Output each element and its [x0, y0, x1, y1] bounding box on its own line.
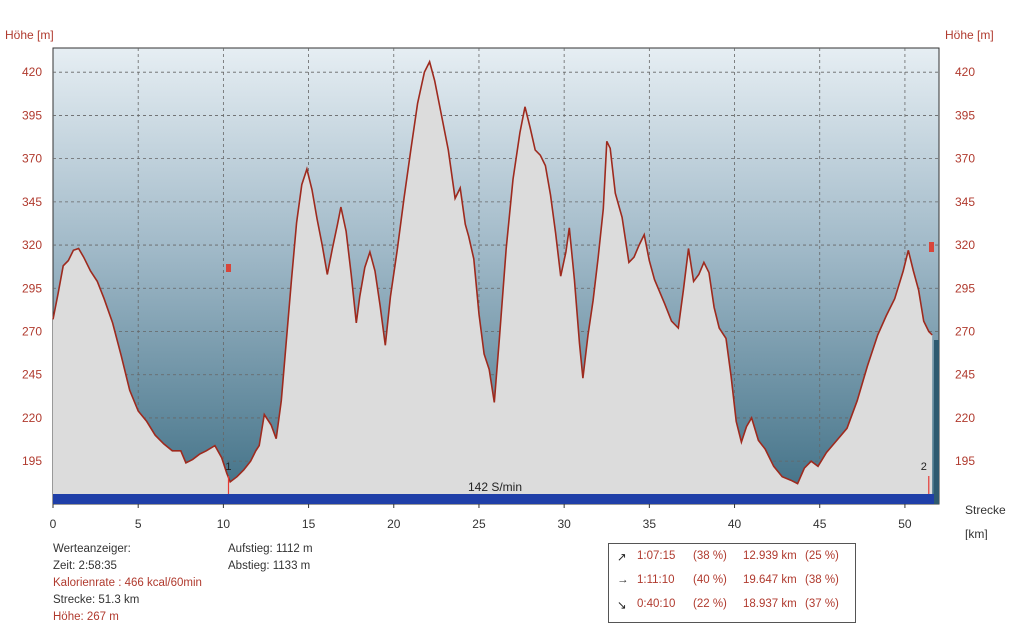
- x-tick-label: 20: [387, 517, 401, 531]
- stats-time: 0:40:10: [637, 598, 676, 610]
- y-tick-label-left: 195: [22, 454, 42, 468]
- x-tick-label: 25: [472, 517, 486, 531]
- elevation-line: [52, 59, 933, 485]
- y-tick-label-right: 270: [955, 325, 975, 339]
- side-marker-left: [226, 264, 231, 272]
- y-tick-label-right: 345: [955, 195, 975, 209]
- downhill-arrow-icon: ↘: [617, 600, 627, 612]
- stats-dist-pct: (37 %): [805, 598, 839, 610]
- stats-row-flat: → 1:11:10 (40 %) 19.647 km (38 %): [609, 574, 855, 594]
- x-tick-label: 30: [557, 517, 571, 531]
- gradient-stats-box: ↗ 1:07:15 (38 %) 12.939 km (25 %) → 1:11…: [608, 543, 856, 623]
- abstieg-value: Abstieg: 1133 m: [228, 560, 311, 572]
- y-tick-label-right: 195: [955, 454, 975, 468]
- y-tick-label-left: 245: [22, 368, 42, 382]
- stats-dist: 12.939 km: [743, 550, 797, 562]
- x-tick-label: 5: [135, 517, 142, 531]
- y-tick-label-left: 420: [22, 65, 42, 79]
- stats-dist-pct: (38 %): [805, 574, 839, 586]
- side-marker-right: [929, 242, 934, 252]
- x-tick-label: 50: [898, 517, 912, 531]
- y-tick-label-right: 320: [955, 238, 975, 252]
- x-tick-label: 35: [643, 517, 657, 531]
- y-tick-label-right: 295: [955, 281, 975, 295]
- x-tick-label: 15: [302, 517, 316, 531]
- y-tick-label-left: 270: [22, 325, 42, 339]
- stats-time-pct: (22 %): [693, 598, 727, 610]
- x-tick-label: 40: [728, 517, 742, 531]
- kalorienrate-value: Kalorienrate : 466 kcal/60min: [53, 577, 202, 589]
- y-tick-label-right: 370: [955, 152, 975, 166]
- stats-row-up: ↗ 1:07:15 (38 %) 12.939 km (25 %): [609, 550, 855, 570]
- y-tick-label-left: 295: [22, 281, 42, 295]
- x-axis-unit: [km]: [965, 527, 988, 540]
- stats-dist: 18.937 km: [743, 598, 797, 610]
- hoehe-value: Höhe: 267 m: [53, 611, 119, 623]
- aufstieg-value: Aufstieg: 1112 m: [228, 543, 313, 555]
- y-tick-label-left: 345: [22, 195, 42, 209]
- y-tick-label-left: 395: [22, 108, 42, 122]
- stats-time-pct: (38 %): [693, 550, 727, 562]
- y-tick-label-left: 320: [22, 238, 42, 252]
- ascent-descent: Aufstieg: 1112 m Abstieg: 1133 m: [228, 541, 313, 575]
- werteanzeiger-label: Werteanzeiger:: [53, 543, 131, 555]
- y-tick-label-right: 245: [955, 368, 975, 382]
- y-tick-label-right: 420: [955, 65, 975, 79]
- stats-row-down: ↘ 0:40:10 (22 %) 18.937 km (37 %): [609, 598, 855, 618]
- y-axis-label-left: Höhe [m]: [5, 28, 54, 42]
- value-display: Werteanzeiger: Zeit: 2:58:35 Kalorienrat…: [53, 541, 202, 626]
- flat-arrow-icon: →: [617, 574, 629, 586]
- y-axis-right: 195 220 245 270 295 320 345 370 395 420: [955, 65, 975, 468]
- y-axis-label-right: Höhe [m]: [945, 28, 994, 42]
- stats-dist: 19.647 km: [743, 574, 797, 586]
- x-tick-label: 0: [50, 517, 57, 531]
- stats-time-pct: (40 %): [693, 574, 727, 586]
- x-axis: 0 5 10 15 20 25 30 35 40 45 50: [50, 504, 912, 531]
- y-tick-label-right: 220: [955, 411, 975, 425]
- strecke-value: Strecke: 51.3 km: [53, 594, 140, 606]
- lap-marker-label: 1: [225, 461, 231, 473]
- y-tick-label-left: 370: [22, 152, 42, 166]
- y-axis-left: 195 220 245 270 295 320 345 370 395 420: [22, 65, 42, 468]
- cadence-band-label: 142 S/min: [468, 480, 522, 494]
- stats-time: 1:07:15: [637, 550, 676, 562]
- elevation-area: [53, 61, 933, 495]
- y-tick-label-left: 220: [22, 411, 42, 425]
- x-axis-label: Strecke: [965, 503, 1006, 517]
- x-tick-label: 10: [217, 517, 231, 531]
- uphill-arrow-icon: ↗: [617, 552, 627, 564]
- zeit-value: Zeit: 2:58:35: [53, 560, 117, 572]
- right-edge-strip: [934, 340, 939, 504]
- y-tick-label-right: 395: [955, 108, 975, 122]
- x-tick-label: 45: [813, 517, 827, 531]
- stats-time: 1:11:10: [637, 574, 675, 586]
- stats-dist-pct: (25 %): [805, 550, 839, 562]
- lap-marker-label: 2: [921, 461, 927, 473]
- cadence-band: [53, 494, 939, 504]
